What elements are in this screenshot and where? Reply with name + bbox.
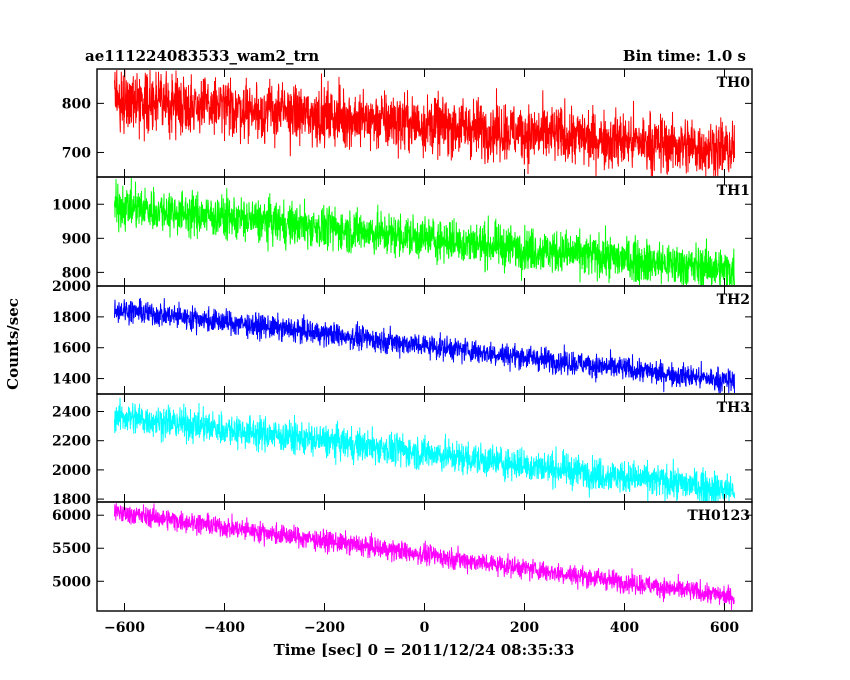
y-tick-label: 1000: [52, 197, 91, 213]
y-tick-label: 6000: [52, 508, 91, 524]
y-tick-label: 5500: [52, 541, 91, 557]
y-tick-label: 2000: [52, 279, 91, 295]
panel-th2: 1400 1600 1800 2000 TH2: [52, 279, 753, 395]
y-axis-label: Counts/sec: [4, 298, 22, 390]
y-tick-label: 5000: [52, 574, 91, 590]
series-line-th2: [114, 297, 735, 394]
y-tick-label: 2000: [52, 463, 91, 479]
panel-th0: 700 800 TH0: [62, 68, 753, 178]
y-tick-label: 2200: [52, 434, 91, 450]
x-tick-label: −200: [304, 620, 345, 636]
panel-th1: 800 900 1000 TH1: [52, 176, 753, 287]
y-tick-label: 900: [62, 231, 91, 247]
series-line-th0123: [114, 503, 735, 611]
panels: 700 800 TH0 800 900 1000 TH1 1400 1600 1800 2000 TH…: [52, 68, 753, 612]
x-tick-label: −600: [104, 620, 145, 636]
series-line-th3: [114, 397, 735, 502]
x-tick-label: 400: [610, 620, 639, 636]
y-tick-label: 800: [62, 265, 91, 281]
panel-th0123: 5000 5500 6000 TH0123: [52, 501, 753, 612]
panel-label-th0: TH0: [717, 75, 751, 91]
y-tick-label: 800: [62, 96, 91, 112]
chart-title: ae111224083533_wam2_trn: [85, 47, 319, 65]
y-tick-label: 2400: [52, 405, 91, 421]
x-tick-label: 200: [510, 620, 539, 636]
panel-label-th3: TH3: [717, 400, 750, 416]
x-tick-label: −400: [204, 620, 245, 636]
y-tick-label: 700: [62, 145, 91, 161]
x-axis: −600 −400 −200 0 200 400 600: [104, 620, 739, 636]
y-tick-label: 1800: [52, 492, 91, 508]
panel-th3: 1800 2000 2200 2400 TH3: [52, 393, 753, 508]
panel-label-th2: TH2: [717, 292, 750, 308]
panel-label-th1: TH1: [717, 183, 750, 199]
y-tick-label: 1600: [52, 341, 91, 357]
y-tick-label: 1400: [52, 372, 91, 388]
x-axis-label: Time [sec] 0 = 2011/12/24 08:35:33: [274, 641, 575, 659]
x-tick-label: 600: [710, 620, 739, 636]
bin-time-label: Bin time: 1.0 s: [623, 47, 746, 65]
panel-label-th0123: TH0123: [687, 508, 750, 524]
y-tick-label: 1800: [52, 310, 91, 326]
series-line-th0: [114, 69, 735, 177]
series-line-th1: [114, 177, 735, 286]
x-tick-label: 0: [420, 620, 430, 636]
